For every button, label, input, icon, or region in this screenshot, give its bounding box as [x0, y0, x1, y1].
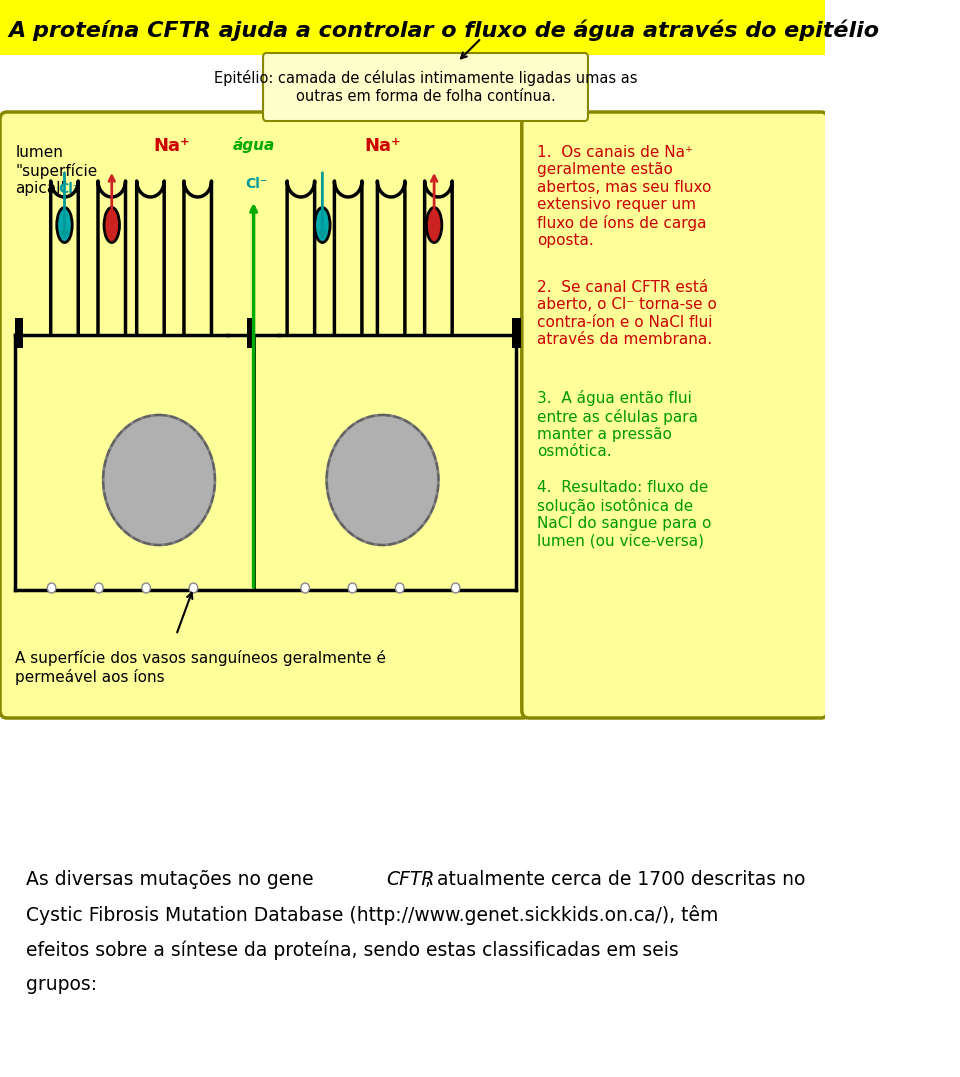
Text: Cl⁻: Cl⁻	[59, 182, 81, 196]
Text: 2.  Se canal CFTR está
aberto, o Cl⁻ torna-se o
contra-íon e o NaCl flui
através: 2. Se canal CFTR está aberto, o Cl⁻ torn…	[538, 280, 717, 347]
FancyBboxPatch shape	[0, 112, 530, 718]
Text: Na⁺: Na⁺	[154, 137, 190, 155]
Text: 1.  Os canais de Na⁺
geralmente estão
abertos, mas seu fluxo
extensivo requer um: 1. Os canais de Na⁺ geralmente estão abe…	[538, 145, 711, 248]
Text: grupos:: grupos:	[26, 975, 97, 994]
Circle shape	[103, 415, 215, 545]
Text: lumen
"superfície
apical": lumen "superfície apical"	[15, 145, 98, 196]
Text: efeitos sobre a síntese da proteína, sendo estas classificadas em seis: efeitos sobre a síntese da proteína, sen…	[26, 940, 679, 960]
Text: CFTR: CFTR	[386, 870, 434, 889]
Circle shape	[189, 583, 198, 593]
Circle shape	[142, 583, 151, 593]
Text: Na⁺: Na⁺	[364, 137, 401, 155]
Text: A superfície dos vasos sanguíneos geralmente é
permeável aos íons: A superfície dos vasos sanguíneos geralm…	[15, 651, 387, 685]
Circle shape	[326, 415, 439, 545]
FancyBboxPatch shape	[0, 0, 826, 55]
Ellipse shape	[104, 208, 119, 242]
Bar	[247, 318, 255, 348]
Circle shape	[396, 583, 404, 593]
Ellipse shape	[315, 208, 330, 242]
Circle shape	[94, 583, 103, 593]
Ellipse shape	[57, 208, 72, 242]
Text: água: água	[232, 137, 275, 153]
Circle shape	[47, 583, 56, 593]
Ellipse shape	[426, 208, 442, 242]
Circle shape	[300, 583, 309, 593]
Circle shape	[348, 583, 357, 593]
FancyBboxPatch shape	[263, 53, 588, 121]
Text: 3.  A água então flui
entre as células para
manter a pressão
osmótica.: 3. A água então flui entre as células pa…	[538, 390, 698, 460]
Bar	[14, 318, 23, 348]
Circle shape	[451, 583, 460, 593]
Text: A proteína CFTR ajuda a controlar o fluxo de água através do epitélio: A proteína CFTR ajuda a controlar o flux…	[9, 19, 879, 41]
Text: As diversas mutações no gene: As diversas mutações no gene	[26, 870, 320, 889]
Bar	[513, 318, 521, 348]
Text: Epitélio: camada de células intimamente ligadas umas as
outras em forma de folha: Epitélio: camada de células intimamente …	[214, 70, 637, 103]
FancyBboxPatch shape	[522, 112, 828, 718]
Text: Cl⁻: Cl⁻	[245, 177, 267, 191]
Text: , atualmente cerca de 1700 descritas no: , atualmente cerca de 1700 descritas no	[424, 870, 805, 889]
Text: 4.  Resultado: fluxo de
solução isotônica de
NaCl do sangue para o
lumen (ou vic: 4. Resultado: fluxo de solução isotônica…	[538, 480, 711, 548]
Text: Cystic Fibrosis Mutation Database (http://www.genet.sickkids.on.ca/), têm: Cystic Fibrosis Mutation Database (http:…	[26, 905, 718, 925]
